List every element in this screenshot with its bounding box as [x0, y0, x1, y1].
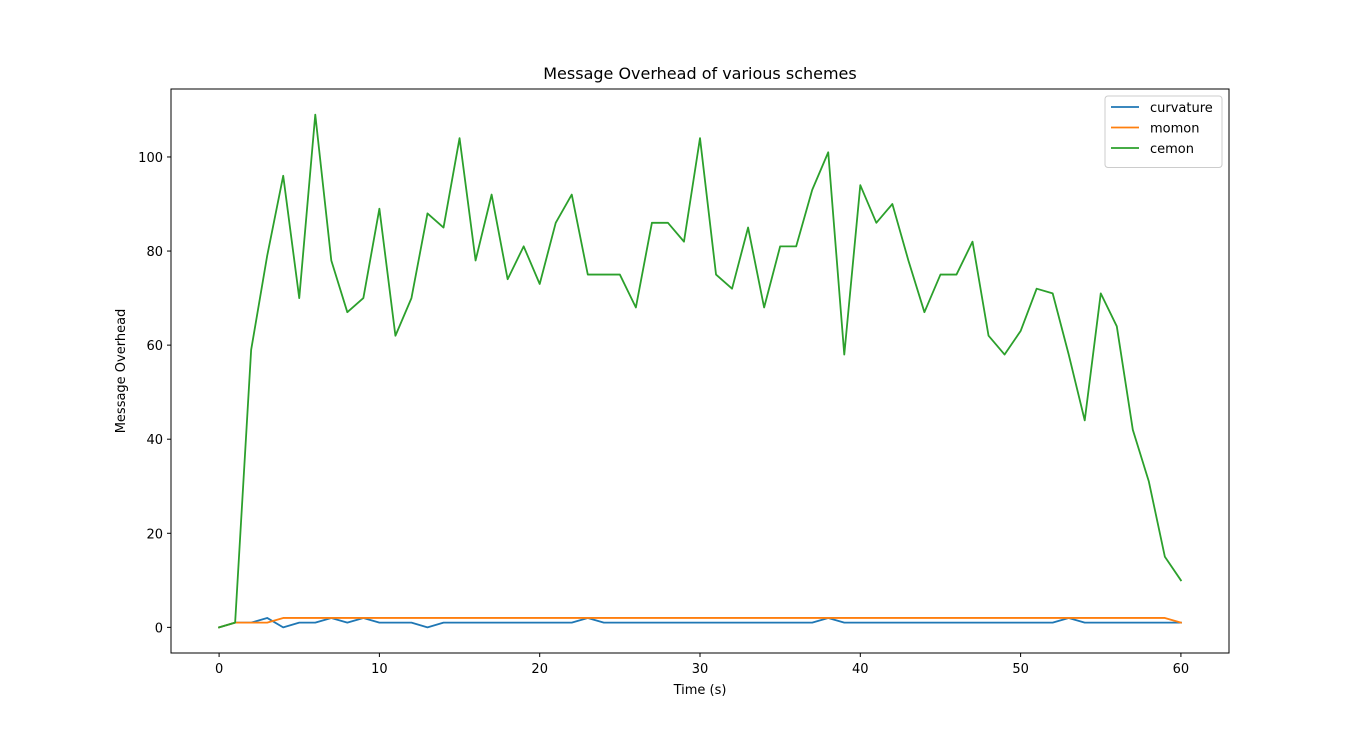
y-tick-label: 60 — [146, 339, 163, 354]
series-line-cemon — [217, 113, 1183, 629]
x-axis-label: Time (s) — [673, 683, 727, 698]
x-tick-label: 50 — [1012, 662, 1029, 677]
x-tick-label: 60 — [1173, 662, 1190, 677]
legend: curvature momon cemon — [1104, 95, 1223, 168]
legend-label-cemon: cemon — [1150, 142, 1194, 157]
x-tick-label: 0 — [215, 662, 223, 677]
y-tick-label: 100 — [138, 151, 163, 166]
x-tick-label: 40 — [852, 662, 869, 677]
y-tick-label: 40 — [146, 433, 163, 448]
y-tick-label: 20 — [146, 527, 163, 542]
x-tick-label: 20 — [531, 662, 548, 677]
y-axis-label: Message Overhead — [114, 309, 129, 434]
legend-box — [1104, 95, 1223, 168]
axes: 0 10 20 30 40 50 60 0 20 40 60 80 100 — [138, 88, 1230, 677]
series-line-curvature — [217, 617, 1182, 629]
x-tick-label: 30 — [692, 662, 709, 677]
legend-label-curvature: curvature — [1150, 101, 1213, 116]
y-tick-label: 0 — [155, 621, 163, 636]
x-tick-label: 10 — [371, 662, 388, 677]
legend-label-momon: momon — [1150, 122, 1199, 137]
chart-title: Message Overhead of various schemes — [543, 64, 856, 83]
plot-area — [217, 113, 1183, 629]
y-tick-label: 80 — [146, 245, 163, 260]
series-line-momon — [217, 617, 1183, 629]
